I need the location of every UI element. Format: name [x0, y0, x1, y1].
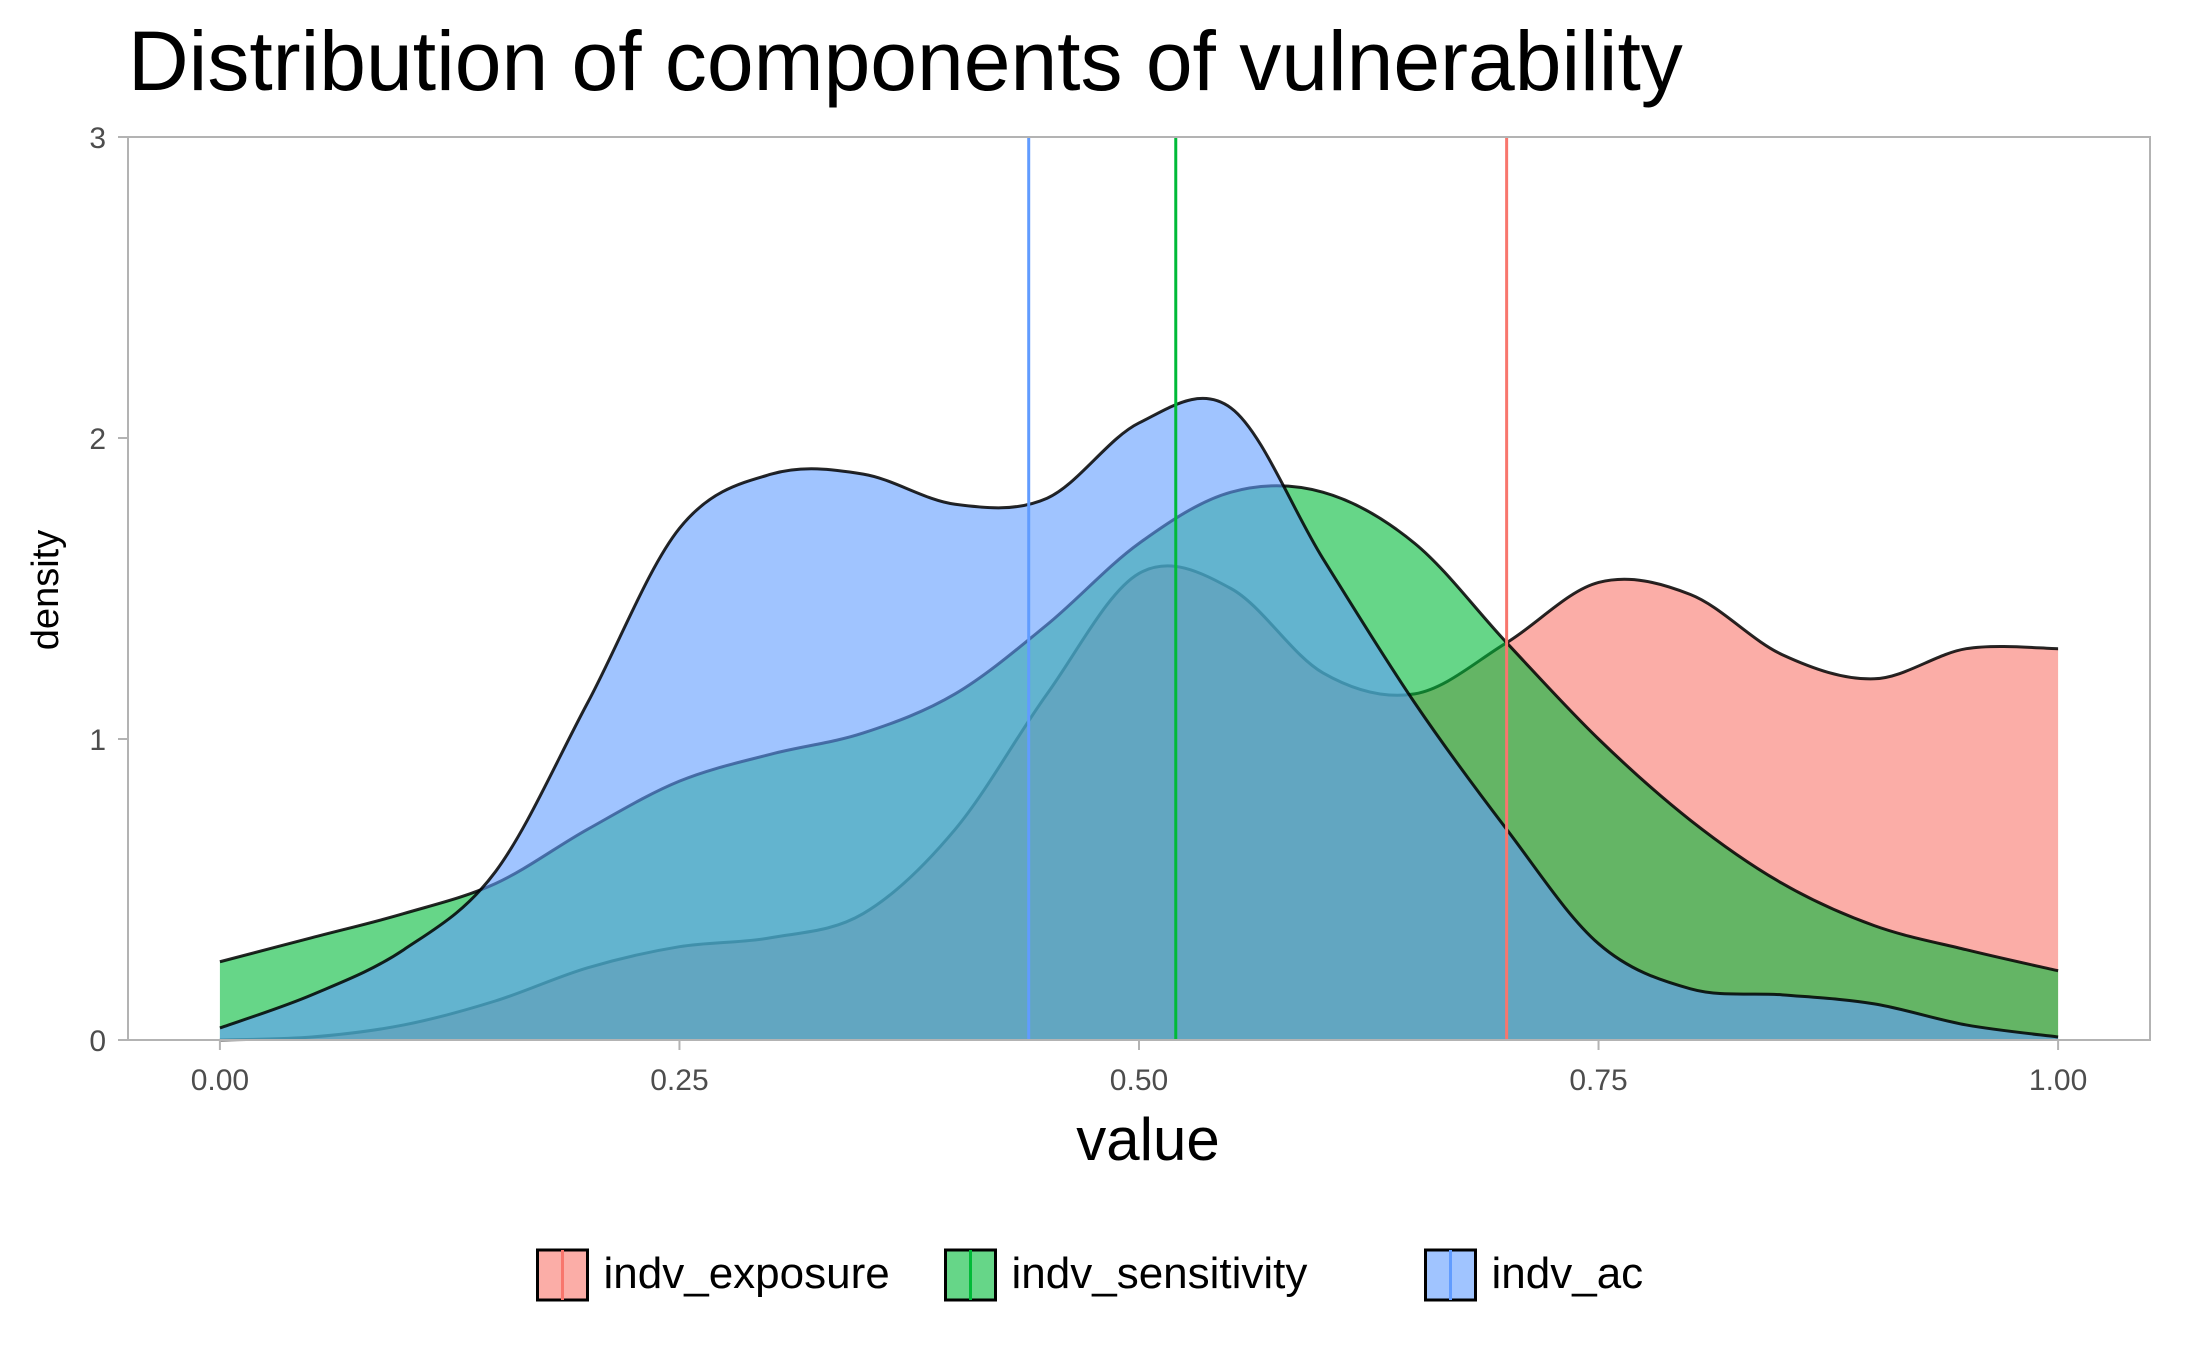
x-tick-label: 0.25 — [650, 1064, 708, 1097]
legend-item-indv_exposure: indv_exposure — [536, 1248, 890, 1302]
x-tick-label: 0.50 — [1110, 1064, 1168, 1097]
chart-title: Distribution of components of vulnerabil… — [128, 14, 1683, 108]
y-tick-label: 0 — [89, 1025, 106, 1058]
y-tick-label: 3 — [89, 122, 106, 155]
y-tick-label: 1 — [89, 724, 106, 757]
y-tick-label: 2 — [89, 423, 106, 456]
x-tick-label: 0.75 — [1569, 1064, 1627, 1097]
legend-label: indv_exposure — [604, 1249, 890, 1298]
density-area-indv_ac — [219, 398, 2059, 1040]
density-outline-indv_ac — [219, 396, 2059, 1039]
x-axis-title: value — [1076, 1106, 1219, 1173]
axes: 0.00 0.25 0.50 0.75 1.00 0 1 2 3 — [89, 122, 2151, 1097]
legend-item-indv_sensitivity: indv_sensitivity — [944, 1248, 1308, 1302]
legend: indv_exposure indv_sensitivity indv_ac — [536, 1248, 1644, 1302]
x-tick-label: 0.00 — [191, 1064, 249, 1097]
legend-label: indv_ac — [1492, 1249, 1644, 1298]
legend-label: indv_sensitivity — [1012, 1249, 1308, 1298]
x-tick-label: 1.00 — [2029, 1064, 2087, 1097]
legend-item-indv_ac: indv_ac — [1424, 1248, 1644, 1302]
plot-area — [219, 137, 2059, 1042]
y-axis-title: density — [25, 530, 67, 650]
